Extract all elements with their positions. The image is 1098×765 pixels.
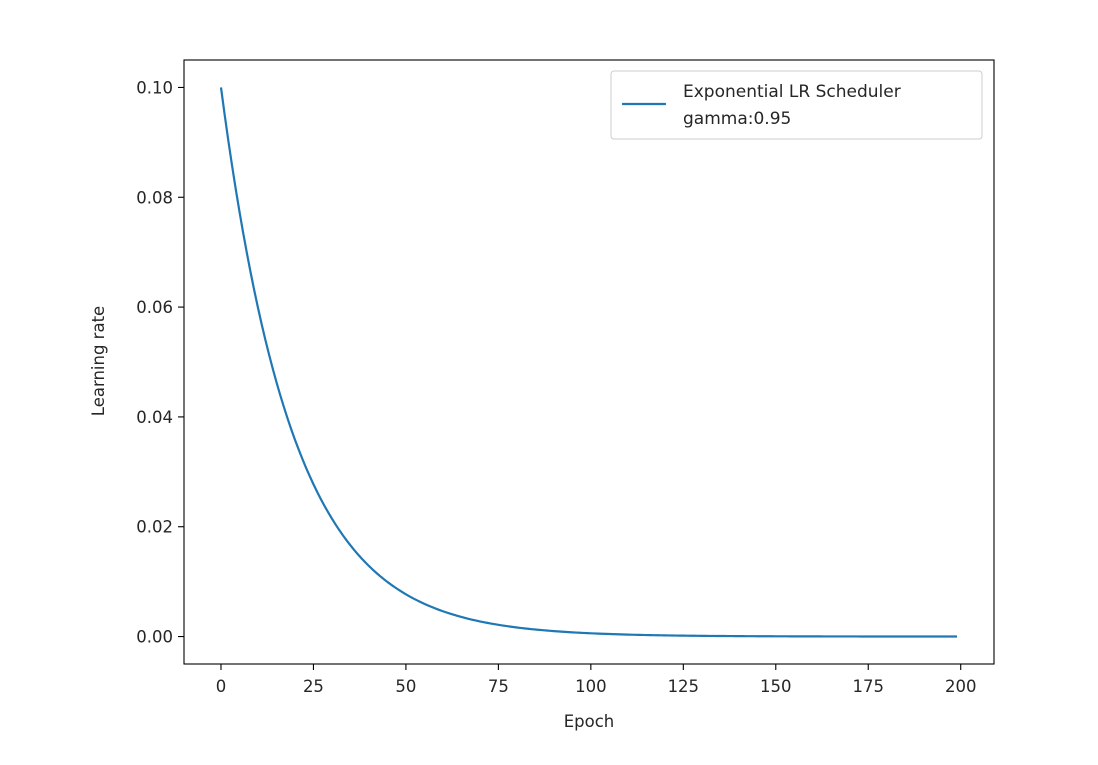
x-tick-label: 100 (575, 677, 607, 696)
y-tick-label: 0.06 (136, 298, 173, 317)
y-axis-label: Learning rate (89, 306, 108, 416)
x-tick-label: 200 (945, 677, 977, 696)
y-tick-label: 0.04 (136, 408, 173, 427)
y-tick-label: 0.02 (136, 518, 173, 537)
x-tick-label: 25 (303, 677, 324, 696)
legend-series-name: Exponential LR Scheduler (683, 82, 901, 102)
series-line-exponential-lr (219, 87, 958, 638)
legend-series-param: gamma:0.95 (683, 109, 791, 129)
x-tick-label: 125 (668, 677, 700, 696)
x-tick-label: 50 (395, 677, 416, 696)
y-tick-label: 0.00 (136, 628, 173, 647)
x-axis-ticks: 0 25 50 75 100 125 150 175 200 (216, 664, 977, 696)
x-axis-label: Epoch (564, 712, 615, 731)
x-tick-label: 0 (216, 677, 227, 696)
plot-area (183, 59, 995, 665)
y-tick-label: 0.08 (136, 188, 173, 207)
axes-frame (183, 59, 995, 665)
x-tick-label: 75 (488, 677, 509, 696)
x-tick-label: 175 (852, 677, 884, 696)
x-tick-label: 150 (760, 677, 792, 696)
y-tick-label: 0.10 (136, 78, 173, 97)
legend-box (610, 70, 983, 140)
legend: Exponential LR Scheduler gamma:0.95 (610, 70, 983, 140)
y-axis-ticks: 0.00 0.02 0.04 0.06 0.08 0.10 (136, 78, 184, 647)
